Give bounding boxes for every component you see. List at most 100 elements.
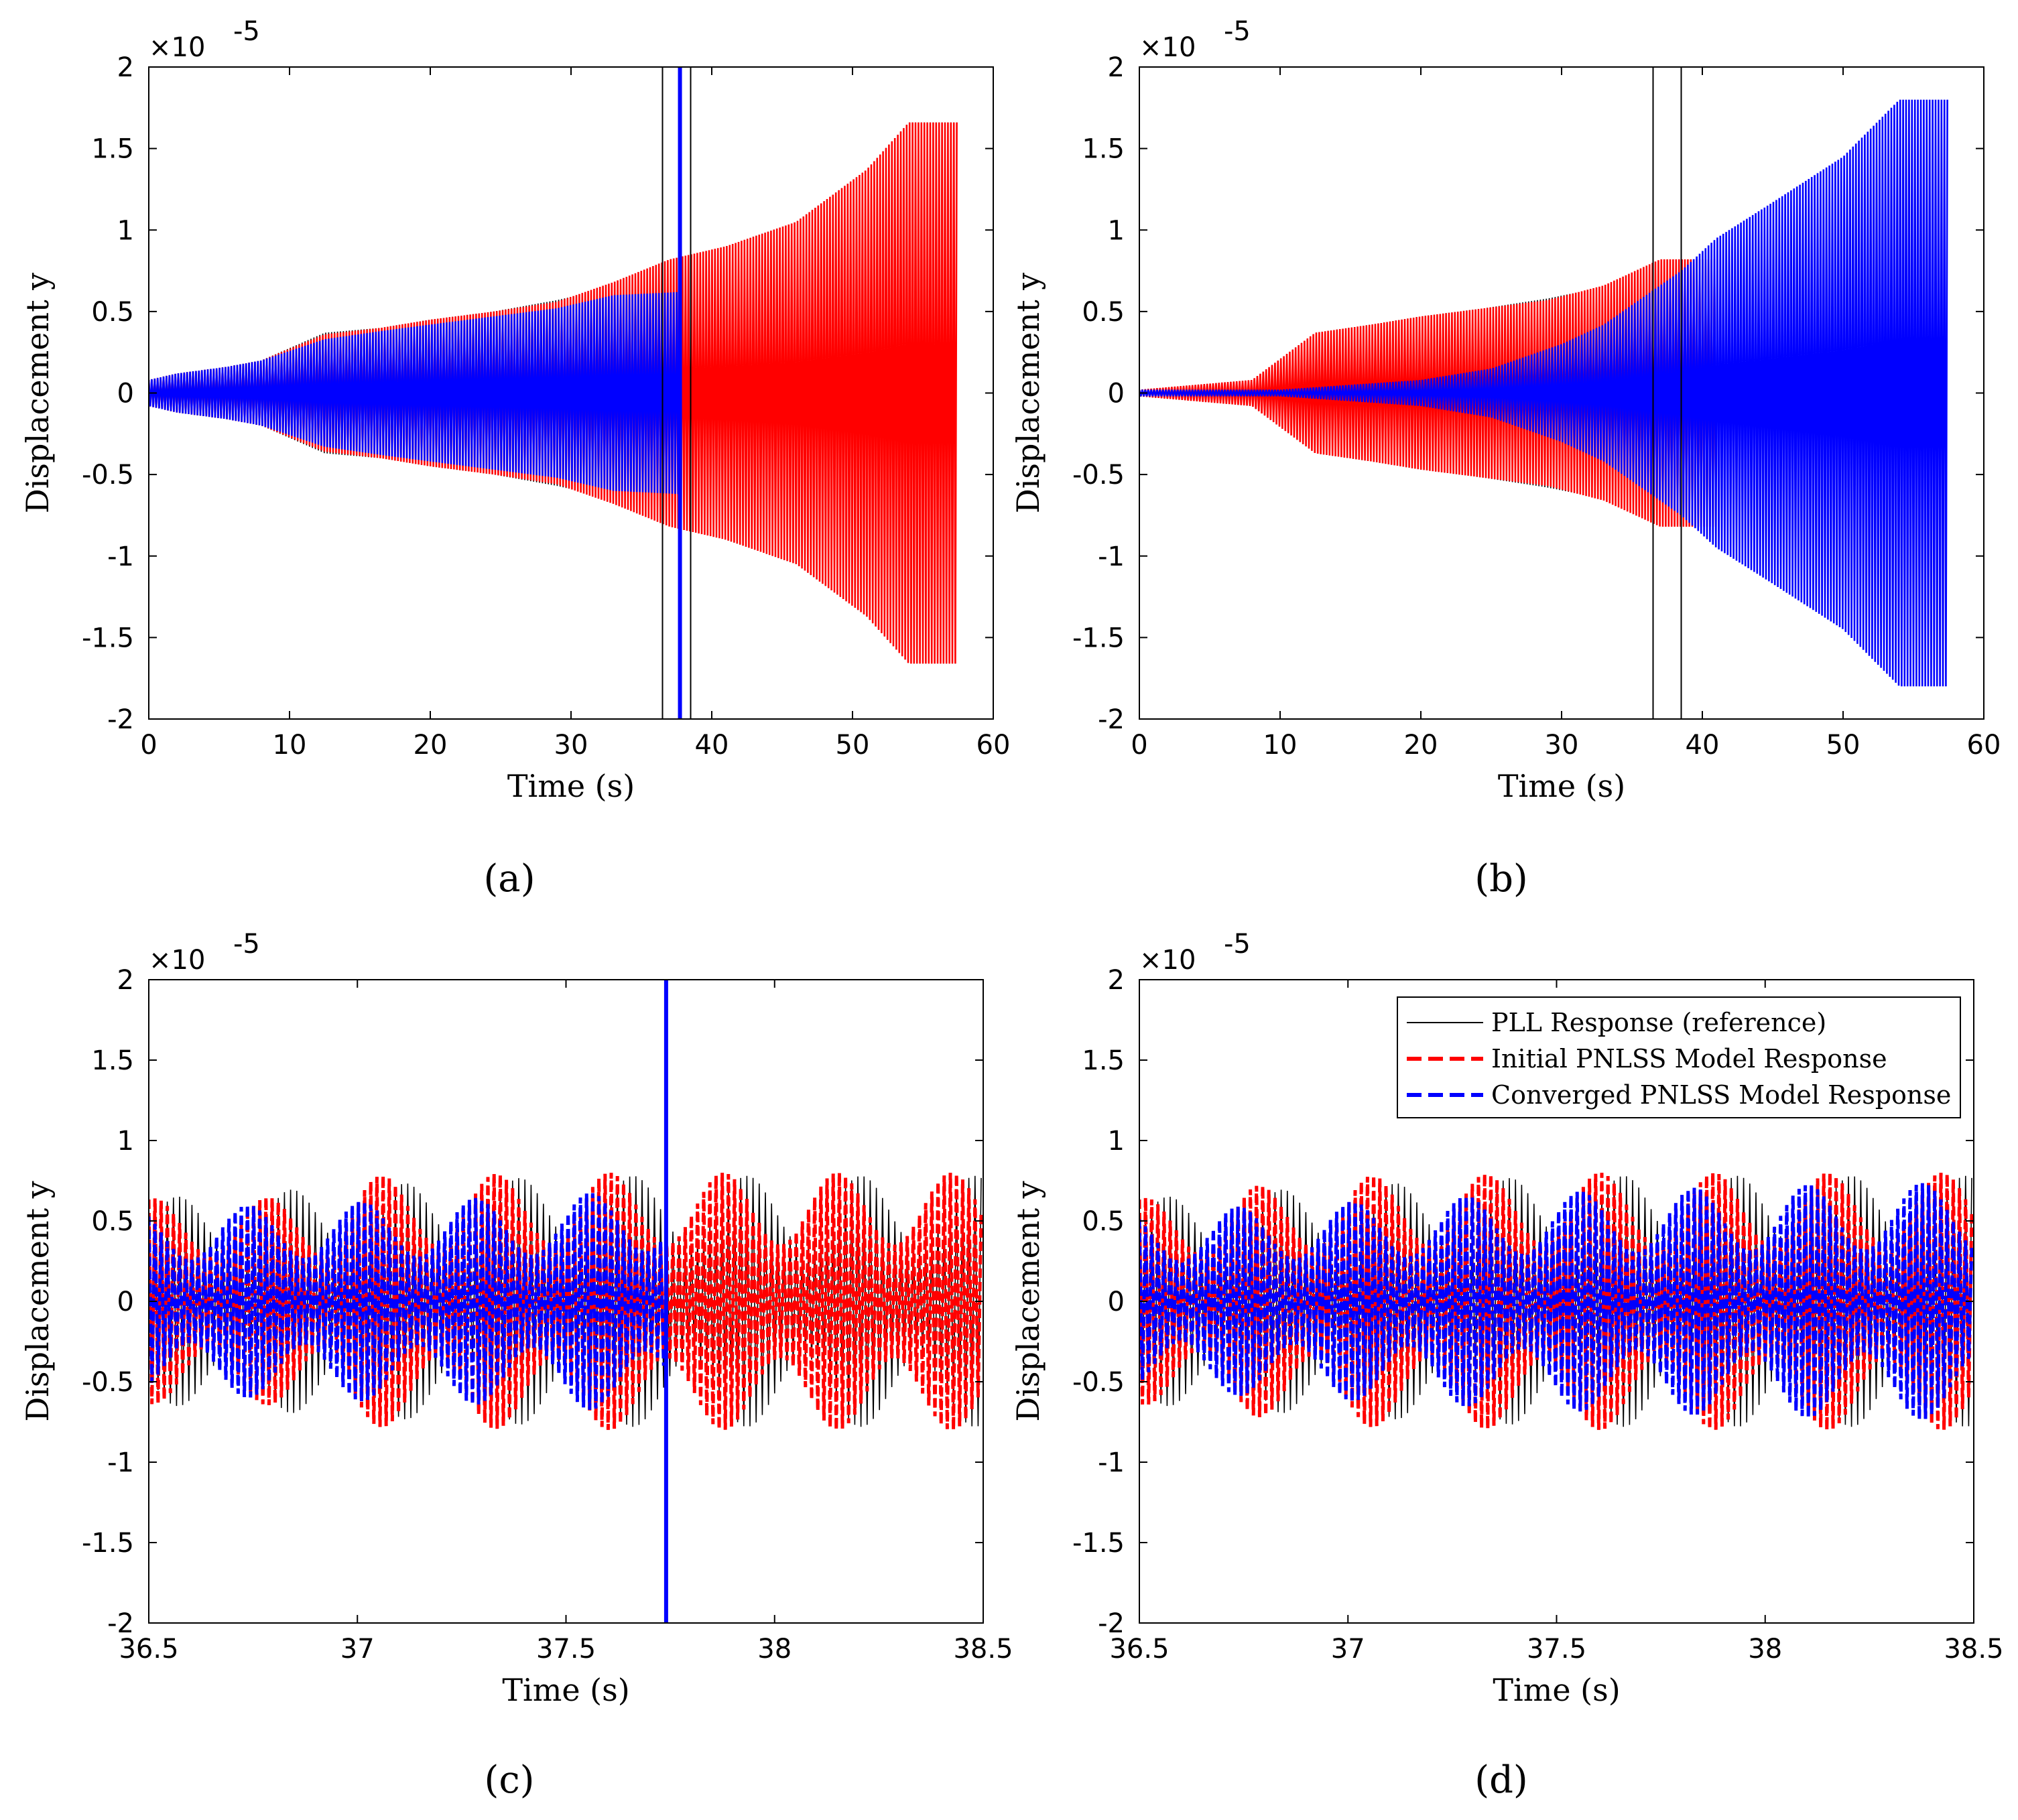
x-tick-label: 30 (1545, 730, 1579, 761)
y-tick-label: -0.5 (1072, 460, 1125, 491)
y-tick-label: -2 (107, 1608, 134, 1639)
y-tick-label: -2 (1098, 704, 1125, 735)
y-scale-label: ×10 (1139, 32, 1196, 63)
x-tick-label: 38.5 (1944, 1634, 2003, 1665)
y-tick-label: 0 (1108, 379, 1125, 409)
series-converged (1139, 99, 1948, 687)
x-tick-label: 38 (757, 1634, 792, 1665)
x-tick-label: 40 (1686, 730, 1720, 761)
y-tick-label: 1.5 (1082, 1045, 1125, 1076)
y-axis-label: Displacement y (19, 1181, 56, 1421)
x-tick-label: 10 (273, 730, 307, 761)
y-tick-label: -1 (1098, 1447, 1125, 1478)
plot-area-c (149, 980, 983, 1623)
x-tick-label: 20 (414, 730, 448, 761)
series-converged (149, 1193, 666, 1410)
x-tick-label: 36.5 (1109, 1634, 1169, 1665)
y-tick-label: -1 (107, 1447, 134, 1478)
y-scale-exponent: -5 (233, 929, 260, 960)
y-tick-label: 1 (1108, 215, 1125, 246)
panel-caption: (b) (1474, 857, 1528, 901)
y-tick-label: 0.5 (91, 1206, 134, 1237)
x-tick-label: 37.5 (1527, 1634, 1586, 1665)
x-tick-label: 20 (1404, 730, 1438, 761)
y-tick-label: -1.5 (82, 1528, 134, 1559)
y-tick-label: 1.5 (91, 134, 134, 165)
y-tick-label: -1 (107, 541, 134, 572)
x-axis-label: Time (s) (1493, 1672, 1620, 1708)
y-tick-label: -1.5 (82, 623, 134, 653)
x-tick-label: 40 (695, 730, 729, 761)
y-tick-label: -0.5 (1072, 1367, 1125, 1398)
x-tick-label: 50 (836, 730, 870, 761)
x-tick-label: 10 (1263, 730, 1298, 761)
y-tick-label: 2 (117, 52, 134, 83)
y-tick-label: -1.5 (1072, 623, 1125, 653)
panel-a: 0 10 20 30 40 50 60 -2 -1.5 -1 -0.5 0 0.5 1 1.5 2 ×10 -5 T… (19, 16, 1010, 901)
y-scale-label: ×10 (149, 32, 205, 63)
y-scale-exponent: -5 (1224, 16, 1251, 47)
y-tick-label: -2 (107, 704, 134, 735)
x-tick-label: 37 (1331, 1634, 1365, 1665)
x-tick-label: 50 (1826, 730, 1861, 761)
legend-label: PLL Response (reference) (1491, 1008, 1826, 1037)
x-axis-label: Time (s) (507, 768, 635, 804)
y-tick-label: 0 (117, 379, 134, 409)
y-tick-label: 0.5 (1082, 1206, 1125, 1237)
y-tick-label: 0 (117, 1287, 134, 1317)
series-converged (149, 291, 681, 495)
y-tick-label: 1.5 (1082, 134, 1125, 165)
legend-label: Initial PNLSS Model Response (1491, 1044, 1887, 1074)
y-tick-label: -1 (1098, 541, 1125, 572)
plot-area-d (1139, 1173, 1974, 1430)
x-tick-label: 37.5 (536, 1634, 596, 1665)
y-tick-label: 2 (1108, 52, 1125, 83)
x-axis-label: Time (s) (502, 1672, 629, 1708)
x-axis-label: Time (s) (1498, 768, 1625, 804)
plot-area-a (149, 67, 958, 719)
x-tick-label: 30 (554, 730, 588, 761)
x-tick-label: 36.5 (119, 1634, 178, 1665)
x-tick-label: 0 (140, 730, 157, 761)
panel-caption: (d) (1474, 1758, 1528, 1802)
series-initial (1139, 1173, 1974, 1430)
y-tick-label: -0.5 (82, 1367, 134, 1398)
y-tick-label: 2 (117, 965, 134, 996)
panel-caption: (c) (484, 1758, 534, 1802)
y-axis-label: Displacement y (1010, 1181, 1046, 1421)
y-tick-label: -2 (1098, 1608, 1125, 1639)
panel-c: 36.5 37 37.5 38 38.5 -2 -1.5 -1 -0.5 0 0.5 1 1.5 2 ×10… (19, 929, 1013, 1802)
y-tick-label: -1.5 (1072, 1528, 1125, 1559)
y-tick-label: 1 (117, 1126, 134, 1157)
x-tick-label: 38 (1748, 1634, 1782, 1665)
legend: PLL Response (reference) Initial PNLSS Mo… (1397, 996, 1961, 1118)
y-tick-label: -0.5 (82, 460, 134, 491)
x-tick-label: 60 (1967, 730, 2001, 761)
panel-caption: (a) (483, 857, 535, 901)
y-tick-label: 0.5 (91, 297, 134, 328)
x-tick-label: 37 (340, 1634, 375, 1665)
y-tick-label: 1 (1108, 1126, 1125, 1157)
y-tick-label: 1.5 (91, 1045, 134, 1076)
series-converged (1139, 1183, 1974, 1419)
series-initial (149, 1173, 983, 1430)
y-tick-label: 0.5 (1082, 297, 1125, 328)
y-tick-label: 1 (117, 215, 134, 246)
plot-area-b (1139, 67, 1948, 719)
y-tick-label: 0 (1108, 1287, 1125, 1317)
x-tick-label: 60 (976, 730, 1011, 761)
y-scale-label: ×10 (149, 945, 205, 976)
y-scale-label: ×10 (1139, 945, 1196, 976)
panel-b: 0 10 20 30 40 50 60 -2 -1.5 -1 -0.5 0 0.5 1 1.5 2 ×10 -5 T… (1010, 16, 2001, 901)
x-tick-label: 0 (1131, 730, 1147, 761)
legend-label: Converged PNLSS Model Response (1491, 1080, 1951, 1110)
y-tick-label: 2 (1108, 965, 1125, 996)
y-scale-exponent: -5 (233, 16, 260, 47)
legend-box (1397, 996, 1961, 1118)
y-axis-label: Displacement y (1010, 273, 1046, 513)
x-tick-label: 38.5 (953, 1634, 1013, 1665)
panel-d: 36.5 37 37.5 38 38.5 -2 -1.5 -1 -0.5 0 0.5 1 1.5 2 ×10… (1010, 929, 2004, 1802)
y-scale-exponent: -5 (1224, 929, 1251, 960)
y-axis-label: Displacement y (19, 273, 56, 513)
